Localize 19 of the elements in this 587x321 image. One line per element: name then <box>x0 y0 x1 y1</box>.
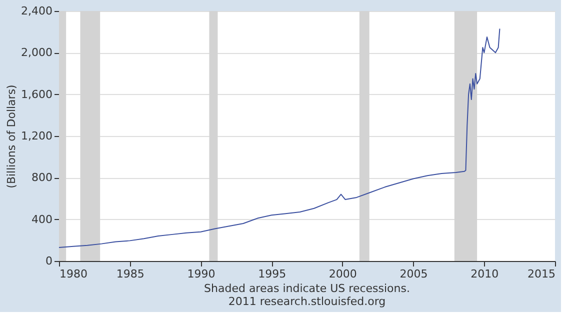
y-tick-label: 1,600 <box>21 88 52 101</box>
x-tick-label: 1995 <box>258 268 286 280</box>
text: Shaded areas indicate US recessions. <box>204 282 410 295</box>
x-tick-label: 2015 <box>528 268 556 280</box>
x-tick-label: 1985 <box>116 268 144 280</box>
y-tick-label: 1,200 <box>21 130 52 142</box>
x-tick-label: 2005 <box>400 268 428 280</box>
y-axis-title: (Billions of Dollars) <box>5 84 18 188</box>
y-tick-label: 400 <box>32 212 52 226</box>
y-tick-label: 0 <box>46 254 52 268</box>
x-tick-label: 2000 <box>328 268 357 280</box>
y-tick-label: 800 <box>32 171 52 184</box>
x-tick-label: 1990 <box>187 268 216 280</box>
y-tick-label: 2,400 <box>21 4 52 18</box>
text: 2011 research.stlouisfed.org <box>228 295 386 308</box>
x-tick-label: 2010 <box>470 268 499 280</box>
line-series <box>58 28 500 248</box>
x-tick-label: 1980 <box>60 268 88 280</box>
y-tick-label: 2,000 <box>21 46 52 60</box>
